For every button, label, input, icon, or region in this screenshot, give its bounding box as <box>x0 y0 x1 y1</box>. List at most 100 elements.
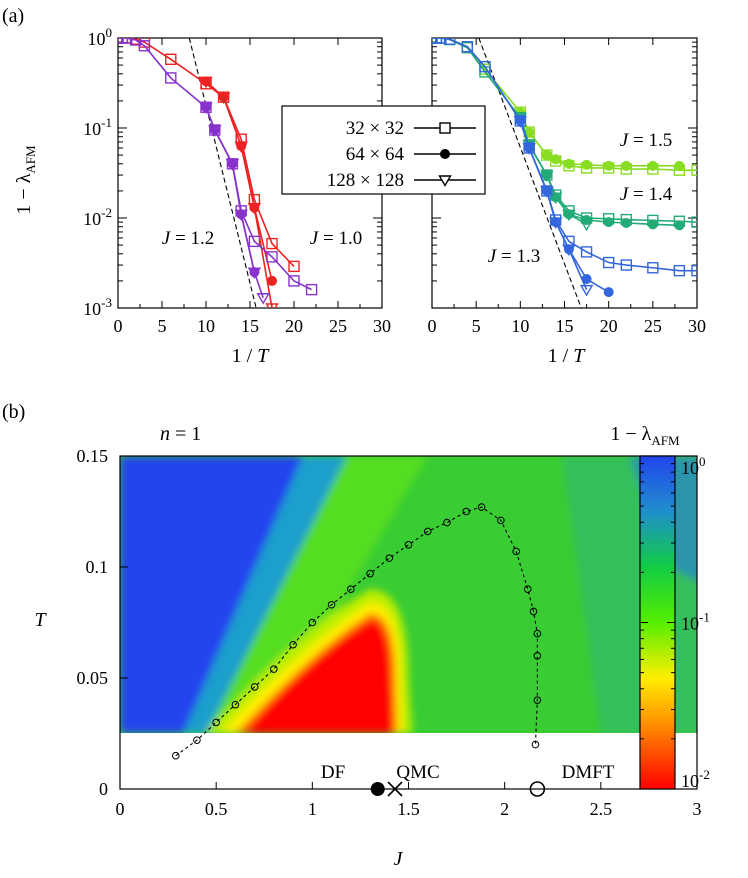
a-left-ytick-label-exponent: -1 <box>101 115 112 130</box>
boundary-curve-point <box>270 665 278 673</box>
a-left-ytick-label-base: 10 <box>83 299 101 319</box>
y-axis-label-a: 1 − λAFM <box>13 145 38 215</box>
a-right-series-J1.5-32×32-point <box>691 164 697 176</box>
a-left-series-J1.0-128×128-point <box>199 76 213 89</box>
boundary-curve-line <box>175 506 538 757</box>
label-DMFT: DMFT <box>562 762 615 783</box>
critical-point-DMFT <box>529 781 546 797</box>
boundary-curve-point <box>231 700 240 709</box>
J-symbol: J <box>488 246 498 267</box>
x-axis-label-b: J <box>394 848 404 870</box>
boundary-curve-point <box>512 547 521 556</box>
J-symbol: J <box>310 228 320 249</box>
a-right-guide-dashed-line <box>478 38 582 308</box>
x-label-T: T <box>257 345 270 367</box>
b-xtick-label: 3 <box>693 799 702 819</box>
a-right-series-J1.3-128×128-point <box>548 217 563 230</box>
a-right-xtick-label: 0 <box>428 316 437 336</box>
boundary-curve-point <box>212 718 220 727</box>
b-ytick-label: 0 <box>99 779 108 799</box>
a-left-series-J1.0-128×128-point <box>234 141 248 153</box>
a-right-xtick-label: 5 <box>472 316 481 336</box>
a-right-series-J1.5-64×64-point <box>674 160 685 171</box>
a-right-series-J1.3-32×32-point <box>479 60 491 73</box>
b-xtick-label: 0.5 <box>205 799 228 819</box>
a-right-series-J1.3-32×32-point <box>580 246 593 258</box>
colorbar-label: 1 − λAFM <box>610 423 680 448</box>
a-right-series-J1.4-64×64-point <box>621 217 632 228</box>
a-left-ytick-label-base: 10 <box>83 209 101 229</box>
x-axis-label-a-right: 1 / T <box>548 345 587 367</box>
a-right-series-J1.5-64×64-point <box>647 160 658 171</box>
critical-point-DF <box>370 782 385 796</box>
colorbar-tick-label: 10-2 <box>681 767 710 791</box>
a-right-series-J1.4-64×64-point <box>647 219 658 230</box>
panel-label-b: (b) <box>2 401 25 423</box>
b-ytick-label: 0.15 <box>77 446 109 466</box>
a-left-series-J1.2-128×128-point <box>225 159 240 171</box>
boundary-curve-point <box>327 600 336 609</box>
a-right-series-J1.5-64×64-line <box>519 111 680 167</box>
colorbar-tick-label-base: 10 <box>681 458 699 478</box>
boundary-curve-point <box>308 618 317 627</box>
a-right-series-J1.3-128×128-point <box>540 186 554 198</box>
boundary-curve-point <box>250 683 259 691</box>
a-left-series-J1.2-32×32-point <box>305 283 318 296</box>
a-left-series-J1.2-128×128-point <box>247 267 262 280</box>
a-right-xtick-label: 15 <box>556 316 574 336</box>
a-left-ytick-label: 10-1 <box>83 115 112 139</box>
x-label-one: 1 / <box>232 345 258 367</box>
a-right-xtick-label: 10 <box>511 316 529 336</box>
annotation-J-1.5: J = 1.5 <box>620 130 672 151</box>
a-right-series-J1.5-64×64-point <box>603 160 614 171</box>
a-left-xtick-label: 15 <box>241 316 259 336</box>
a-left-series-J1.2-32×32-point <box>165 72 177 84</box>
a-right-series-J1.4-64×64-point <box>674 220 685 231</box>
annotation-J-1.3: J = 1.3 <box>488 246 540 267</box>
a-left-series-J1.2-32×32-point <box>129 38 142 46</box>
a-right-series-J1.3-128×128-point <box>522 143 536 155</box>
colorbar-tick-label-base: 10 <box>681 614 699 634</box>
annotation-J-1.4: J = 1.4 <box>620 184 673 205</box>
b-xtick-label: 1.5 <box>397 799 420 819</box>
b-xtick-label: 0 <box>116 799 125 819</box>
a-right-xtick-label: 25 <box>644 316 662 336</box>
J-symbol: J <box>620 184 630 205</box>
annotation-J-1.0: J = 1.0 <box>310 228 362 249</box>
heatmap-lightgreen-band <box>206 456 428 733</box>
boundary-curve-point <box>523 585 532 594</box>
a-right-series-J1.3-32×32-point <box>620 259 633 271</box>
a-right-series-J1.3-32×32-point <box>691 264 697 277</box>
colorbar-tick-label-exponent: 0 <box>699 454 706 469</box>
a-right-series-J1.3-32×32-point <box>461 41 474 53</box>
a-right-series-J1.3-128×128-point <box>513 116 528 128</box>
a-left-series-J1.2-32×32-point <box>288 275 300 287</box>
label-QMC: QMC <box>396 762 439 783</box>
boundary-curve-point <box>366 569 374 578</box>
boundary-curve-point <box>531 740 540 749</box>
legend-entry-marker <box>440 149 450 159</box>
a-right-series-J1.5-64×64-point <box>563 158 574 169</box>
a-left-xtick-label: 25 <box>329 316 347 336</box>
a-left-series-J1.0-32×32-point <box>288 260 300 273</box>
annotation-J-1.2: J = 1.2 <box>162 228 214 249</box>
b-xtick-label: 1 <box>308 799 317 819</box>
boundary-curve-point <box>533 629 542 638</box>
boundary-curve-point <box>385 554 394 562</box>
panel-b: 0 0.5 1 1.5 2 2.5 3 0 0.05 0.1 0.15 n = 1 T J DF Q… <box>34 423 702 870</box>
legend-entry-label: 64 × 64 <box>346 144 405 165</box>
a-left-ytick-label-base: 10 <box>83 119 101 139</box>
boundary-curve-point <box>462 507 471 516</box>
a-right-series-J1.3-32×32-point <box>443 38 456 45</box>
a-left-series-J1.2-128×128-point <box>256 293 270 305</box>
boundary-curve-point <box>533 696 542 705</box>
a-right-series-J1.3-32×32-point <box>602 256 615 269</box>
a-left-series-J1.2-128×128-point <box>208 125 222 137</box>
heatmap <box>120 456 697 733</box>
n-symbol: n <box>160 423 170 445</box>
a-left-ytick-label: 10-2 <box>83 205 112 229</box>
a-left-xtick-label: 20 <box>285 316 303 336</box>
colorbar-tick-label-exponent: -1 <box>699 610 710 625</box>
